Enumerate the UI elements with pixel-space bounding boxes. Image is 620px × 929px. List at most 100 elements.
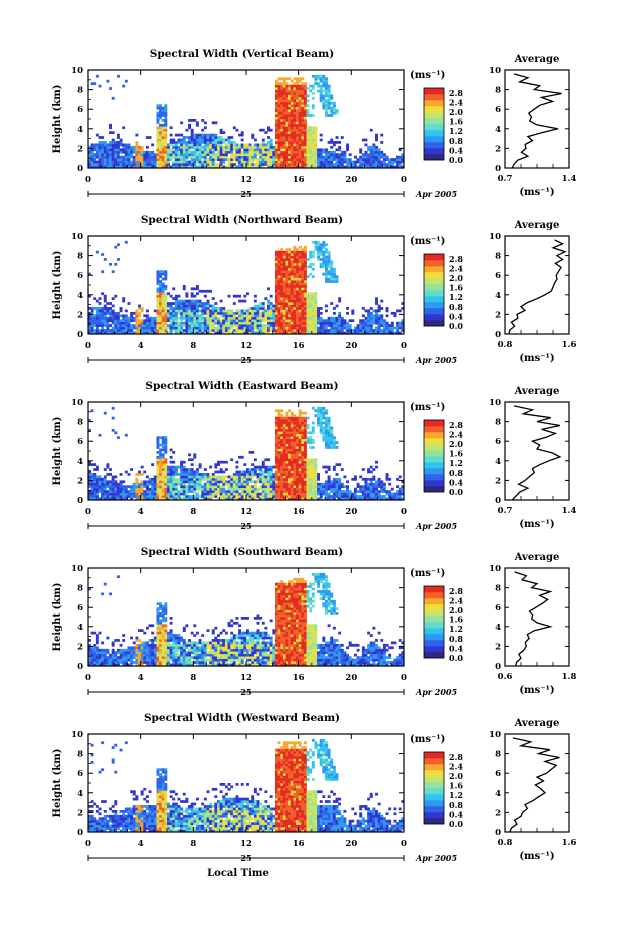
heatmap-cell <box>340 316 344 320</box>
heatmap-cell <box>182 143 186 147</box>
heatmap-cell <box>272 326 276 330</box>
heatmap-cell <box>274 79 278 83</box>
heatmap-cell <box>264 145 268 149</box>
heatmap-cell <box>277 126 281 130</box>
heatmap-cell <box>314 329 318 332</box>
heatmap-cell <box>288 133 292 137</box>
heatmap-cell <box>101 153 105 157</box>
heatmap-cell <box>369 150 373 154</box>
heatmap-cell <box>153 331 157 335</box>
heatmap-cell <box>182 150 186 154</box>
heatmap-cell <box>322 106 326 110</box>
heatmap-cell <box>332 311 336 315</box>
heatmap-cell <box>114 165 118 169</box>
heatmap-cell <box>222 163 226 166</box>
heatmap-cell <box>264 482 268 486</box>
heatmap-cell <box>298 319 302 323</box>
heatmap-cell <box>119 143 123 147</box>
heatmap-cell <box>88 460 91 464</box>
colorbar-swatch <box>424 142 444 149</box>
heatmap-cell <box>156 497 160 501</box>
heatmap-cell <box>401 155 405 159</box>
heatmap-cell <box>256 468 260 471</box>
heatmap-cell <box>109 311 112 315</box>
heatmap-cell <box>156 314 160 318</box>
heatmap-cell <box>95 468 99 471</box>
heatmap-cell <box>217 329 220 332</box>
heatmap-cell <box>222 487 226 491</box>
heatmap-cell <box>296 143 299 147</box>
colorbar: 0.00.40.81.21.62.02.42.8 <box>423 87 463 165</box>
heatmap-cell <box>159 280 163 283</box>
heatmap-cell <box>103 163 107 166</box>
heatmap-cell <box>259 497 263 501</box>
heatmap-cell <box>124 485 128 489</box>
heatmap-cell <box>206 299 210 303</box>
heatmap-cell <box>217 475 220 479</box>
y-tick-label: 6 <box>77 105 83 115</box>
heatmap-cell <box>296 121 299 125</box>
heatmap-cell <box>306 424 310 427</box>
heatmap-cell <box>311 492 315 496</box>
heatmap-cell <box>280 119 284 122</box>
heatmap-cell <box>251 485 255 489</box>
heatmap-cell <box>145 329 149 332</box>
heatmap-cell <box>243 299 247 303</box>
heatmap-cell <box>135 482 139 486</box>
heatmap-cell <box>198 463 202 466</box>
heatmap-cell <box>285 101 289 105</box>
heatmap-cell <box>293 490 297 493</box>
heatmap-cell <box>290 319 294 323</box>
heatmap-cell <box>201 119 205 122</box>
heatmap-cell <box>114 321 118 325</box>
heatmap-cell <box>164 475 168 479</box>
heatmap-cell <box>372 165 376 169</box>
heatmap-cell <box>101 141 105 144</box>
heatmap-cell <box>122 495 126 498</box>
heatmap-cell <box>253 311 257 315</box>
heatmap-cell <box>93 468 97 471</box>
heatmap-cell <box>282 250 286 254</box>
heatmap-cell <box>93 82 97 85</box>
heatmap-cell <box>103 307 107 310</box>
heatmap-cell <box>277 416 281 420</box>
heatmap-cell <box>209 326 213 330</box>
heatmap-cell <box>159 451 163 454</box>
heatmap-cell <box>243 145 247 149</box>
heatmap-cell <box>309 160 313 164</box>
heatmap-cell <box>95 326 99 330</box>
heatmap-cell <box>293 485 297 489</box>
heatmap-cell <box>151 153 155 157</box>
heatmap-cell <box>156 307 160 310</box>
heatmap-cell <box>230 141 234 144</box>
heatmap-cell <box>274 89 278 93</box>
heatmap-cell <box>274 495 278 498</box>
heatmap-cell <box>169 485 173 489</box>
heatmap-cell <box>306 316 310 320</box>
heatmap-cell <box>311 495 315 498</box>
heatmap-cell <box>282 304 286 308</box>
heatmap-cell <box>143 492 147 496</box>
heatmap-cell <box>127 143 131 147</box>
colorbar-tick-label: 2.4 <box>449 263 463 273</box>
heatmap-cell <box>285 128 289 132</box>
heatmap-cell <box>90 143 94 147</box>
heatmap-cell <box>325 329 328 332</box>
heatmap-cell <box>298 277 302 281</box>
heatmap-cell <box>301 285 305 288</box>
heatmap-cell <box>203 302 207 305</box>
heatmap-cell <box>364 331 368 335</box>
heatmap-cell <box>259 329 263 332</box>
heatmap-cell <box>243 326 247 330</box>
y-axis-label: Height (km) <box>52 251 63 320</box>
heatmap-cell <box>114 482 118 486</box>
heatmap-cell <box>301 487 305 491</box>
heatmap-cell <box>280 287 284 291</box>
heatmap-cell <box>198 145 202 149</box>
heatmap-cell <box>282 321 286 325</box>
heatmap-cell <box>325 250 328 254</box>
heatmap-cell <box>159 480 163 484</box>
heatmap-cell <box>232 158 236 161</box>
heatmap-cell <box>353 329 357 332</box>
heatmap-cell <box>298 265 302 269</box>
